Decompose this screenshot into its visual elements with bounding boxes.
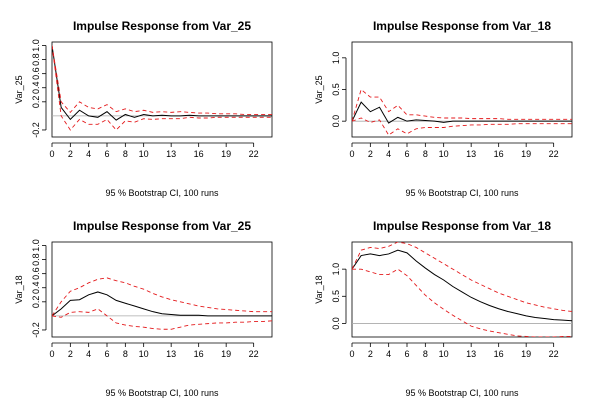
x-tick-label: 10 <box>439 349 449 359</box>
y-tick-label: 1.0 <box>331 52 341 65</box>
plot-frame <box>51 241 273 338</box>
y-tick-label: 0.4 <box>31 281 41 294</box>
x-tick-label: 4 <box>386 349 391 359</box>
x-tick-label: 13 <box>166 149 176 159</box>
x-tick-label: 4 <box>86 149 91 159</box>
x-tick-label: 0 <box>349 349 354 359</box>
plot-frame <box>351 241 573 338</box>
panel-1: Impulse Response from Var_25 0 2 4 6 8 10 13 16 1… <box>14 19 273 198</box>
x-tick-label: 2 <box>368 149 373 159</box>
ci-caption: 95 % Bootstrap CI, 100 runs <box>105 388 219 398</box>
x-tick-label: 0 <box>49 349 54 359</box>
x-tick-label: 16 <box>494 349 504 359</box>
y-tick-label: 0.6 <box>31 267 41 280</box>
y-tick-label: 0.4 <box>31 81 41 94</box>
y-axis-label: Var_25 <box>14 75 24 103</box>
x-tick-label: 19 <box>521 349 531 359</box>
y-tick-label: 0.5 <box>331 83 341 96</box>
y-tick-label: 0.8 <box>31 53 41 66</box>
x-tick-label: 19 <box>221 349 231 359</box>
ci-lower-line <box>52 308 272 330</box>
x-tick-label: 8 <box>423 149 428 159</box>
ci-upper-line <box>352 242 572 312</box>
x-tick-label: 13 <box>466 349 476 359</box>
x-tick-label: 13 <box>466 149 476 159</box>
panel-title: Impulse Response from Var_18 <box>373 219 551 233</box>
x-tick-label: 22 <box>249 349 259 359</box>
x-tick-label: 6 <box>404 149 409 159</box>
y-tick-label: 1.0 <box>31 39 41 52</box>
x-tick-label: 4 <box>86 349 91 359</box>
x-tick-label: 10 <box>139 149 149 159</box>
x-tick-label: 0 <box>349 149 354 159</box>
panel-3: Impulse Response from Var_25 0 2 4 6 8 10 13 16 1… <box>14 219 273 398</box>
y-axis-label: Var_18 <box>14 275 24 303</box>
x-tick-label: 4 <box>386 149 391 159</box>
irf-line <box>52 45 272 121</box>
x-tick-label: 6 <box>104 149 109 159</box>
x-tick-label: 16 <box>494 149 504 159</box>
x-tick-label: 19 <box>521 149 531 159</box>
ci-caption: 95 % Bootstrap CI, 100 runs <box>105 188 219 198</box>
panel-2: Impulse Response from Var_18 0 2 4 6 8 10 13 16 1… <box>314 19 573 198</box>
x-tick-label: 8 <box>123 349 128 359</box>
x-tick-label: 2 <box>68 149 73 159</box>
y-tick-label: 1.0 <box>31 239 41 252</box>
x-tick-label: 0 <box>49 149 54 159</box>
x-tick-label: 22 <box>549 149 559 159</box>
x-tick-label: 2 <box>68 349 73 359</box>
y-tick-label: -0.2 <box>31 122 41 138</box>
panel-4: Impulse Response from Var_18 0 2 4 6 8 10 13 16 1… <box>314 219 573 398</box>
x-tick-label: 10 <box>139 349 149 359</box>
ci-upper-line <box>352 88 572 122</box>
panel-title: Impulse Response from Var_25 <box>73 219 251 233</box>
ci-lower-line <box>352 268 572 337</box>
ci-upper-line <box>52 277 272 317</box>
y-tick-label: 1.0 <box>331 263 341 276</box>
ci-caption: 95 % Bootstrap CI, 100 runs <box>405 388 519 398</box>
x-tick-label: 6 <box>104 349 109 359</box>
x-tick-label: 22 <box>249 149 259 159</box>
x-tick-label: 13 <box>166 349 176 359</box>
plot-frame <box>351 41 573 138</box>
y-tick-label: 0.6 <box>31 67 41 80</box>
x-tick-label: 16 <box>194 149 204 159</box>
x-tick-label: 22 <box>549 349 559 359</box>
x-tick-label: 8 <box>123 149 128 159</box>
y-tick-label: 0.5 <box>331 290 341 303</box>
y-tick-label: -0.2 <box>31 322 41 338</box>
irf-line <box>52 291 272 317</box>
y-tick-label: 0.2 <box>31 96 41 109</box>
x-tick-label: 6 <box>404 349 409 359</box>
irf-line <box>352 249 572 322</box>
panel-title: Impulse Response from Var_18 <box>373 19 551 33</box>
y-axis-label: Var_25 <box>314 75 324 103</box>
ci-upper-line <box>52 45 272 115</box>
x-tick-label: 10 <box>439 149 449 159</box>
y-tick-label: 0.8 <box>31 253 41 266</box>
y-tick-label: 0.0 <box>331 115 341 128</box>
x-tick-label: 2 <box>368 349 373 359</box>
irf-line <box>352 101 572 124</box>
plot-frame <box>51 41 273 138</box>
x-tick-label: 16 <box>194 349 204 359</box>
y-tick-label: 0.0 <box>331 317 341 330</box>
ci-lower-line <box>52 45 272 131</box>
x-tick-label: 8 <box>423 349 428 359</box>
ci-caption: 95 % Bootstrap CI, 100 runs <box>405 188 519 198</box>
ci-lower-line <box>352 117 572 136</box>
y-tick-label: 0.2 <box>31 296 41 309</box>
y-axis-label: Var_18 <box>314 275 324 303</box>
x-tick-label: 19 <box>221 149 231 159</box>
panel-title: Impulse Response from Var_25 <box>73 19 251 33</box>
